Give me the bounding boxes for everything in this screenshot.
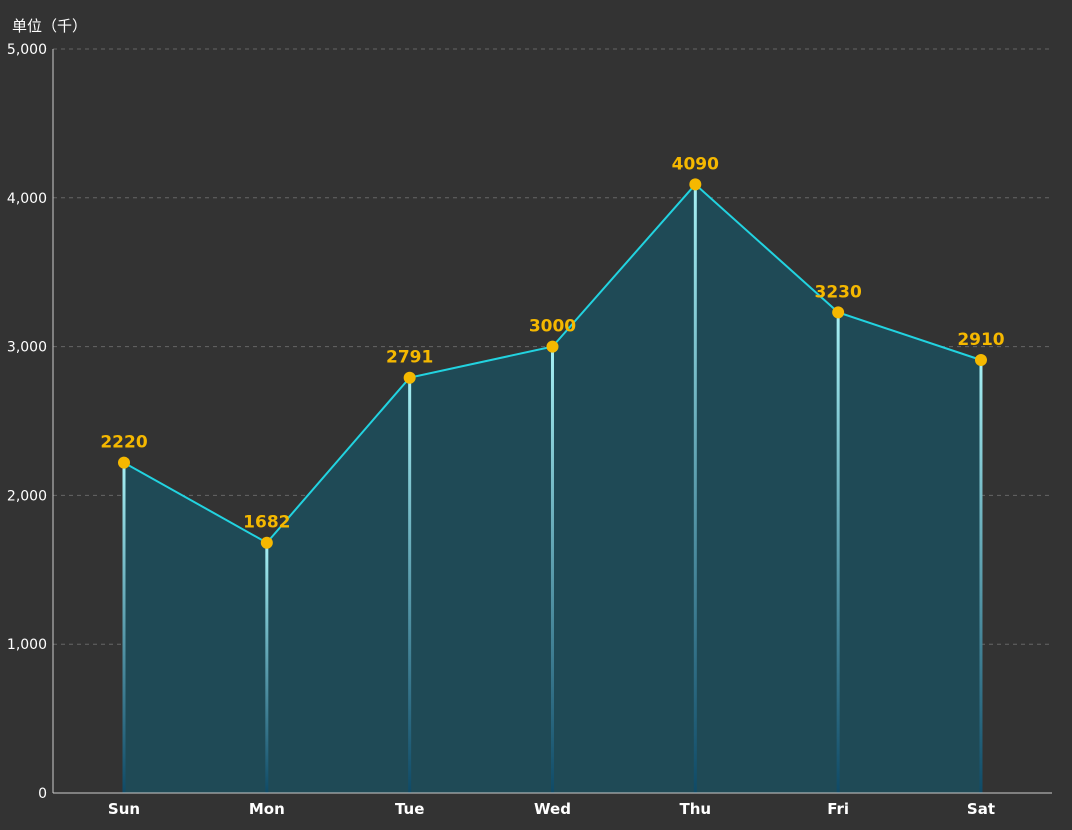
data-label-sat: 2910: [957, 330, 1004, 350]
stem-wed: [550, 346, 554, 793]
data-point-sat[interactable]: [974, 353, 987, 366]
data-label-tue: 2791: [386, 348, 433, 368]
x-tick-label-mon: Mon: [249, 800, 285, 818]
stem-sat: [979, 359, 983, 793]
x-tick-label-wed: Wed: [534, 800, 571, 818]
y-tick-label: 1,000: [7, 637, 47, 653]
x-tick-label-sun: Sun: [108, 800, 140, 818]
y-unit-label: 单位（千）: [12, 17, 87, 35]
x-tick-label-fri: Fri: [827, 800, 849, 818]
data-label-wed: 3000: [529, 317, 576, 337]
data-label-fri: 3230: [814, 282, 861, 302]
x-tick-label-tue: Tue: [395, 800, 424, 818]
data-point-thu[interactable]: [689, 178, 702, 191]
y-tick-label: 2,000: [7, 488, 47, 504]
stem-thu: [693, 184, 697, 793]
y-tick-labels: 0 1,000 2,000 3,000 4,000 5,000: [7, 42, 47, 802]
data-point-wed[interactable]: [546, 340, 559, 353]
x-tick-label-thu: Thu: [680, 800, 712, 818]
data-point-mon[interactable]: [260, 536, 273, 549]
x-tick-label-sat: Sat: [967, 800, 995, 818]
data-label-sun: 2220: [100, 433, 147, 453]
stem-mon: [265, 542, 269, 793]
data-label-thu: 4090: [672, 154, 719, 174]
data-label-mon: 1682: [243, 513, 290, 533]
stem-fri: [836, 312, 840, 793]
data-point-fri[interactable]: [832, 306, 845, 319]
axes: [52, 49, 1052, 794]
stems-layer: [122, 184, 983, 793]
y-tick-label: 5,000: [7, 42, 47, 58]
x-tick-labels: Sun Mon Tue Wed Thu Fri Sat: [108, 800, 995, 818]
data-labels-layer: 2220 1682 2791 3000 4090 3230 2910: [100, 154, 1004, 532]
y-tick-label: 3,000: [7, 340, 47, 356]
y-tick-label: 4,000: [7, 191, 47, 207]
y-tick-label: 0: [38, 786, 47, 802]
stem-tue: [408, 377, 412, 793]
stem-sun: [122, 462, 126, 793]
data-point-tue[interactable]: [403, 371, 416, 384]
markers-layer: [118, 178, 987, 549]
data-point-sun[interactable]: [118, 456, 130, 469]
